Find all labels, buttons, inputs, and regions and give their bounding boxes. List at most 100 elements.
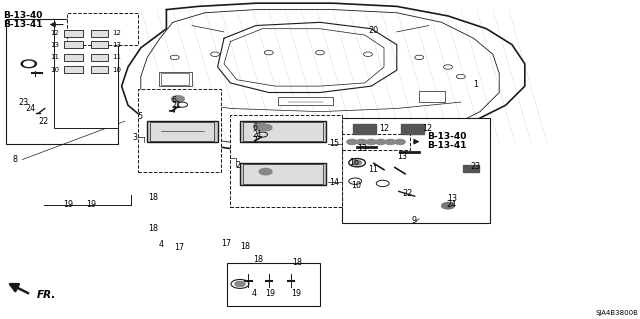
Text: 2: 2: [236, 161, 241, 170]
Bar: [91, 41, 108, 48]
Text: FR.: FR.: [37, 290, 56, 300]
Text: 13: 13: [447, 194, 457, 203]
Text: B-13-40: B-13-40: [3, 11, 43, 20]
Bar: [64, 30, 83, 37]
Text: 12: 12: [112, 31, 121, 36]
Text: 1: 1: [474, 80, 479, 89]
Text: 23: 23: [470, 162, 481, 171]
Text: 20: 20: [368, 26, 378, 35]
Text: 19: 19: [266, 289, 276, 298]
Circle shape: [172, 96, 184, 102]
Text: 17: 17: [221, 239, 231, 248]
Text: 12: 12: [50, 31, 59, 36]
Text: 19: 19: [291, 289, 301, 298]
Text: 14: 14: [330, 178, 340, 187]
Circle shape: [21, 60, 36, 68]
Bar: [342, 134, 410, 150]
Text: B-13-41: B-13-41: [427, 141, 467, 150]
Text: 7: 7: [253, 136, 258, 145]
Text: 16: 16: [349, 158, 359, 167]
Text: B-13-41: B-13-41: [3, 20, 43, 29]
Bar: [91, 54, 108, 61]
Text: 18: 18: [240, 242, 250, 251]
Bar: [243, 164, 323, 184]
Bar: [243, 122, 323, 141]
Text: 10: 10: [351, 181, 361, 189]
Text: 7: 7: [172, 106, 177, 115]
Bar: [419, 91, 445, 102]
Text: 11: 11: [112, 55, 121, 60]
Circle shape: [366, 139, 376, 145]
Text: 18: 18: [292, 258, 303, 267]
Text: 10: 10: [50, 67, 59, 72]
Text: 21: 21: [253, 130, 263, 139]
Bar: [230, 115, 342, 207]
Text: 13: 13: [112, 42, 121, 48]
Text: 18: 18: [148, 193, 159, 202]
Text: 9: 9: [412, 216, 417, 225]
Bar: [342, 118, 490, 223]
Text: 15: 15: [330, 139, 340, 148]
Bar: [6, 19, 118, 144]
Text: 6: 6: [253, 123, 258, 132]
Text: 6: 6: [172, 96, 177, 105]
Circle shape: [356, 139, 367, 145]
Bar: [138, 89, 221, 172]
Circle shape: [259, 168, 272, 175]
Text: 13: 13: [50, 42, 59, 48]
Text: 19: 19: [86, 200, 97, 209]
Bar: [161, 73, 189, 85]
Text: 18: 18: [148, 224, 159, 233]
Text: 22: 22: [402, 189, 412, 198]
Text: 19: 19: [63, 200, 73, 209]
Bar: [64, 66, 83, 73]
Circle shape: [353, 160, 362, 165]
Text: SJA4B3800B: SJA4B3800B: [596, 310, 639, 316]
Text: B-13-40: B-13-40: [427, 132, 467, 141]
Bar: [463, 165, 479, 172]
Bar: [150, 122, 214, 141]
Bar: [147, 121, 218, 142]
Bar: [67, 13, 138, 45]
Text: 24: 24: [447, 200, 457, 209]
Text: 11: 11: [368, 165, 378, 174]
Text: 13: 13: [397, 152, 407, 161]
Text: 5: 5: [138, 112, 143, 121]
Text: 11: 11: [50, 55, 59, 60]
Text: 24: 24: [26, 104, 36, 113]
Circle shape: [255, 123, 268, 130]
Bar: [64, 41, 83, 48]
Bar: [91, 66, 108, 73]
Text: 10: 10: [112, 67, 121, 72]
Circle shape: [347, 139, 357, 145]
Text: 12: 12: [422, 124, 433, 133]
Circle shape: [385, 139, 396, 145]
Text: 4: 4: [252, 289, 257, 298]
Bar: [401, 124, 424, 134]
Bar: [54, 19, 118, 128]
Circle shape: [395, 139, 405, 145]
Circle shape: [24, 61, 34, 66]
Text: 17: 17: [174, 243, 184, 252]
Bar: [159, 72, 192, 86]
Text: 4: 4: [159, 240, 164, 249]
Bar: [64, 54, 83, 61]
Bar: [278, 97, 333, 105]
Circle shape: [376, 139, 386, 145]
Bar: [353, 124, 376, 134]
Text: 3: 3: [132, 133, 138, 142]
Bar: [91, 30, 108, 37]
Circle shape: [259, 124, 272, 131]
Circle shape: [235, 281, 245, 286]
Text: 13: 13: [357, 144, 367, 153]
Text: 22: 22: [38, 117, 49, 126]
Bar: [240, 163, 326, 185]
Circle shape: [442, 203, 454, 209]
Text: 23: 23: [18, 98, 28, 107]
Text: 18: 18: [253, 256, 263, 264]
Text: 21: 21: [172, 101, 182, 110]
Text: 8: 8: [13, 155, 18, 164]
Bar: [227, 263, 320, 306]
Text: 12: 12: [379, 124, 389, 133]
Bar: [240, 121, 326, 142]
